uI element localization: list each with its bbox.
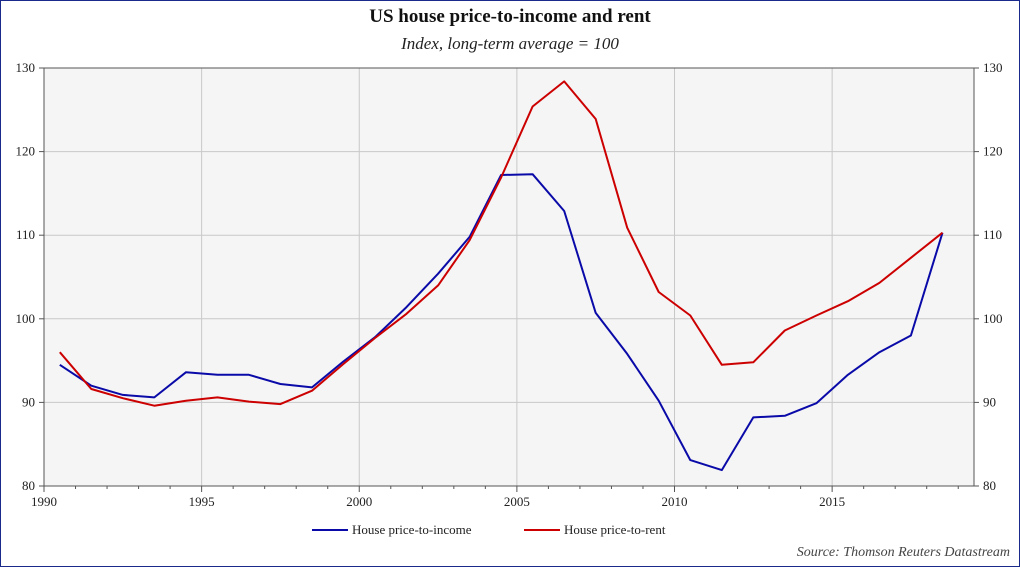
y-tick-label-right: 100 xyxy=(983,311,1003,326)
legend-label-house-price-to-income: House price-to-income xyxy=(352,522,472,537)
y-tick-label-right: 130 xyxy=(983,60,1003,75)
y-tick-label-right: 80 xyxy=(983,478,996,493)
x-tick-label: 2015 xyxy=(819,494,845,509)
legend-label-house-price-to-rent: House price-to-rent xyxy=(564,522,666,537)
chart-title: US house price-to-income and rent xyxy=(369,6,651,27)
y-tick-label-right: 90 xyxy=(983,394,996,409)
series-line-house-price-to-income xyxy=(59,173,944,472)
y-tick-label-left: 120 xyxy=(16,144,36,159)
y-tick-label-left: 90 xyxy=(22,394,35,409)
y-tick-label-left: 110 xyxy=(16,227,35,242)
y-tick-label-right: 120 xyxy=(983,144,1003,159)
x-tick-label: 2005 xyxy=(504,494,530,509)
y-tick-label-left: 80 xyxy=(22,478,35,493)
x-tick-label: 2000 xyxy=(346,494,372,509)
x-tick-label: 1995 xyxy=(189,494,215,509)
series-line-house-price-to-rent xyxy=(59,80,944,407)
plot-border xyxy=(43,67,975,487)
chart-source: Source: Thomson Reuters Datastream xyxy=(796,545,1010,560)
y-tick-label-right: 110 xyxy=(983,227,1002,242)
y-tick-label-left: 100 xyxy=(16,311,36,326)
x-tick-label: 2010 xyxy=(662,494,688,509)
plot-area xyxy=(44,68,974,486)
x-tick-label: 1990 xyxy=(31,494,57,509)
chart-subtitle: Index, long-term average = 100 xyxy=(401,34,619,53)
y-tick-label-left: 130 xyxy=(16,60,36,75)
